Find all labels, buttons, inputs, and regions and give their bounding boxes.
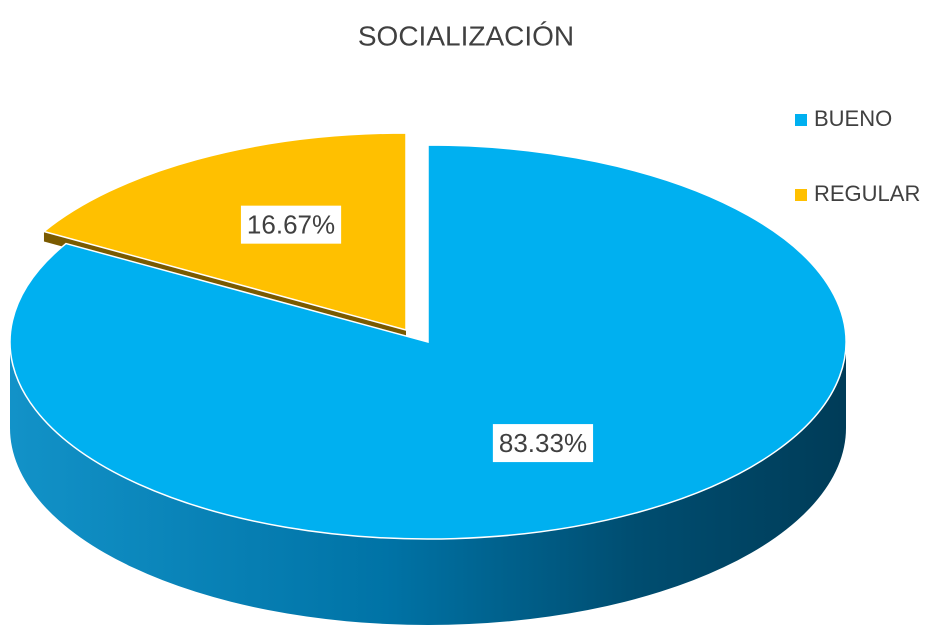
data-label: 16.67% (247, 210, 335, 240)
slice-side (10, 342, 846, 625)
data-label-box (240, 205, 342, 244)
legend-swatch (795, 189, 807, 201)
legend-label: REGULAR (814, 181, 920, 206)
slice (42, 132, 407, 331)
data-label-box (492, 424, 594, 463)
data-label: 83.33% (499, 428, 587, 458)
legend-swatch (795, 114, 807, 126)
slice (9, 144, 847, 540)
chart-title: SOCIALIZACIÓN (358, 20, 574, 51)
legend-label: BUENO (814, 106, 892, 131)
